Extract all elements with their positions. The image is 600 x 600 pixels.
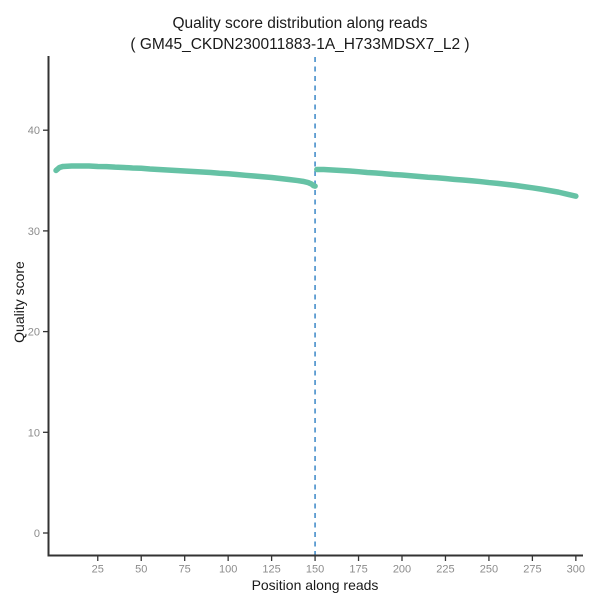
x-tick-label: 125	[262, 564, 280, 576]
x-tick-label: 275	[523, 564, 541, 576]
quality-line-read1	[53, 163, 318, 189]
y-tick-label: 0	[34, 528, 40, 540]
x-tick-label: 25	[92, 564, 104, 576]
y-tick-label: 20	[28, 327, 40, 339]
x-tick-label: 200	[393, 564, 411, 576]
chart-title-block: Quality score distribution along reads (…	[0, 13, 600, 55]
x-tick-label: 150	[306, 564, 324, 576]
y-tick-label: 10	[28, 427, 40, 439]
x-tick-label: 100	[219, 564, 237, 576]
y-tick-label: 30	[28, 226, 40, 238]
quality-line-read2	[314, 166, 579, 199]
x-tick-label: 300	[567, 564, 585, 576]
x-tick-label: 250	[480, 564, 498, 576]
y-tick-label: 40	[28, 125, 40, 137]
x-axis-title: Position along reads	[251, 577, 379, 593]
chart-title: Quality score distribution along reads	[172, 15, 428, 32]
y-axis-title: Quality score	[11, 261, 27, 343]
x-tick-label: 175	[349, 564, 367, 576]
chart-subtitle: ( GM45_CKDN230011883-1A_H733MDSX7_L2 )	[130, 36, 470, 53]
x-tick-label: 50	[135, 564, 147, 576]
x-tick-label: 225	[436, 564, 454, 576]
x-tick-label: 75	[179, 564, 191, 576]
